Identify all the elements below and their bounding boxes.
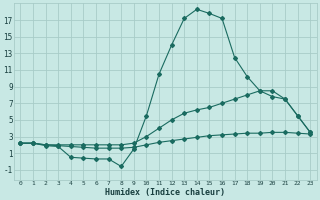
X-axis label: Humidex (Indice chaleur): Humidex (Indice chaleur) [105, 188, 225, 197]
